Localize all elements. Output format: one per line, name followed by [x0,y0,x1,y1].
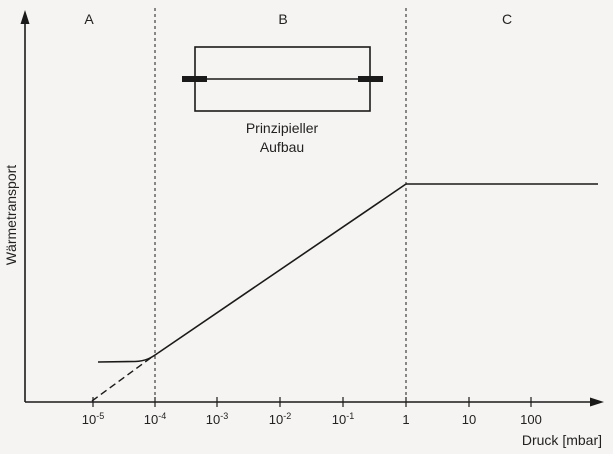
x-axis-arrowhead [590,397,604,407]
region-label-b: B [278,11,287,27]
x-tick-label: 10-3 [206,411,228,427]
inset-left-clamp [182,76,207,82]
inset-schematic: Prinzipieller Aufbau [182,46,383,155]
x-tick-label: 100 [520,412,542,427]
x-tick-label: 10-2 [269,411,291,427]
inset-caption-line1: Prinzipieller [246,120,319,136]
x-tick-label: 10 [462,412,476,427]
inset-caption-line2: Aufbau [260,139,304,155]
y-axis-arrowhead [20,10,30,24]
x-axis-label: Druck [mbar] [522,432,602,448]
x-tick-label: 10-1 [332,411,354,427]
x-tick-label: 10-5 [82,411,104,427]
region-label-a: A [84,11,94,27]
x-tick-marks [92,397,532,407]
inset-right-clamp [358,76,383,82]
x-tick-labels: 10-5 10-4 10-3 10-2 10-1 1 10 100 [82,411,542,427]
curve-dashed-extrapolation [91,356,153,402]
y-axis-label: Wärmetransport [3,165,19,265]
curve-linear-rise [157,183,407,354]
x-tick-label: 10-4 [144,411,166,427]
x-tick-label: 1 [402,412,409,427]
region-label-c: C [502,11,512,27]
curve-low-pressure-plateau [97,352,159,363]
